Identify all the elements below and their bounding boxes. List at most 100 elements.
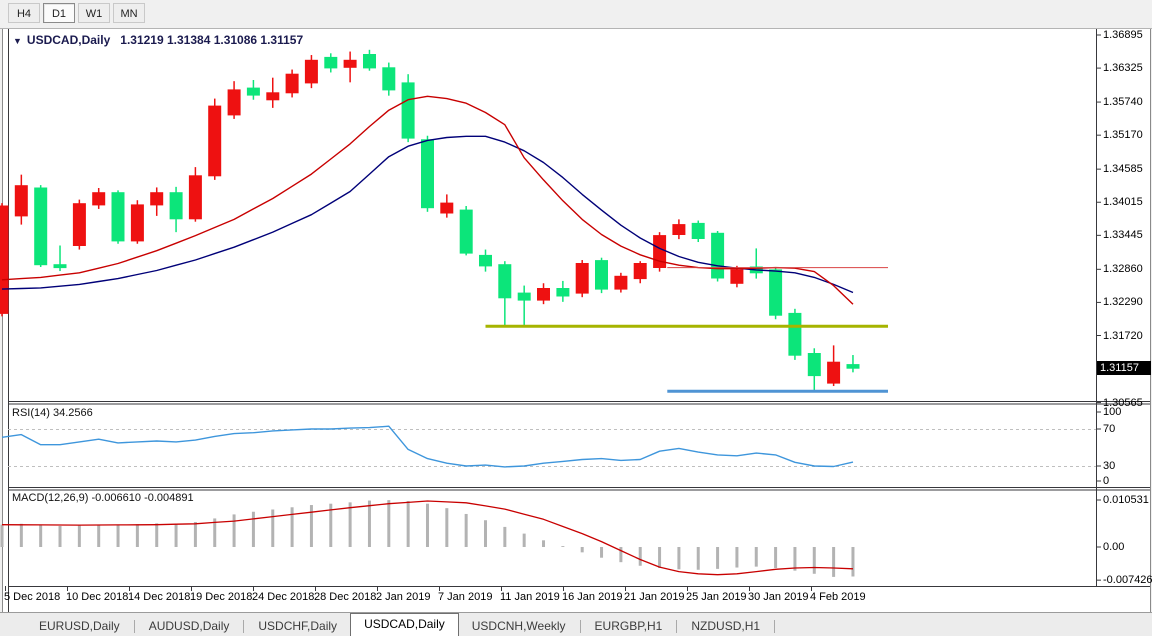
candle-body-bull [188,175,202,220]
current-price-badge: 1.31157 [1097,361,1151,376]
candle-body-bull [575,263,589,294]
tab-separator [133,620,135,633]
rsi-axis-label: 30 [1103,460,1116,472]
chart-tab-usdchf-daily[interactable]: USDCHF,Daily [258,619,338,633]
date-axis-label: 16 Jan 2019 [562,591,623,603]
candle-body-bear [324,56,338,69]
candle-body-bear [788,312,802,356]
candle-body-bull [672,224,686,236]
date-axis-label: 4 Feb 2019 [810,591,866,603]
date-axis-label: 28 Dec 2018 [314,591,377,603]
candle-body-bear [363,54,376,69]
chart-tab-usdcnh-weekly[interactable]: USDCNH,Weekly [471,619,566,633]
price-axis-label: 1.32290 [1103,296,1143,309]
tab-separator [676,620,678,633]
price-axis-label: 1.31720 [1103,329,1143,342]
date-axis-label: 25 Jan 2019 [686,591,747,603]
triangle-down-icon[interactable]: ▼ [13,36,22,46]
price-axis-label: 1.34015 [1103,196,1143,209]
candle-body-bear [53,264,67,269]
chart-tab-eurgbp-h1[interactable]: EURGBP,H1 [594,619,663,633]
date-axis-label: 5 Dec 2018 [4,591,61,603]
candle-body-bull [130,204,144,242]
price-axis-label: 1.32860 [1103,263,1143,276]
timeframe-button-w1[interactable]: W1 [78,3,110,23]
candle-body-bull [633,263,647,280]
candle-body-bull [266,92,280,101]
candle-body-bear [382,67,396,91]
timeframe-toolbar: H4 D1 W1 MN [0,0,1152,29]
candle-body-bull [0,205,9,314]
macd-axis-label: 0.00 [1103,541,1125,553]
rsi-line [1,425,854,468]
chart-tabs: EURUSD,Daily AUDUSD,Daily USDCHF,Daily USDC… [0,613,1152,636]
candle-body-bear [517,292,531,301]
date-axis-label: 24 Dec 2018 [252,591,315,603]
candle-body-bear [556,288,570,297]
candle-body-bear [246,87,260,96]
chart-tab-usdcad-daily[interactable]: USDCAD,Daily [350,613,459,636]
chart-symbol-label: USDCAD,Daily [26,33,111,47]
chart-tabs-bar: EURUSD,Daily AUDUSD,Daily USDCHF,Daily USDC… [0,612,1152,636]
chart-background [2,28,1150,612]
candle-body-bear [111,192,125,242]
macd-label: MACD(12,26,9) -0.006610 -0.004891 [12,492,194,504]
candle-body-bull [14,185,28,217]
candle-body-bull [343,59,357,68]
date-axis-label: 19 Dec 2018 [190,591,253,603]
macd-axis-label: 0.010531 [1103,493,1149,506]
rsi-label: RSI(14) 34.2566 [12,407,93,419]
price-axis-label: 1.30565 [1103,396,1143,409]
candle-body-bear [169,192,183,220]
tab-separator [774,620,776,633]
candle-body-bull [827,361,841,384]
date-axis-label: 2 Jan 2019 [376,591,431,603]
candle-body-bear [769,269,783,316]
date-axis-label: 7 Jan 2019 [438,591,493,603]
candle-body-bear [691,222,705,239]
date-axis-label: 30 Jan 2019 [748,591,809,603]
timeframe-button-h4[interactable]: H4 [8,3,40,23]
candle-body-bull [304,59,318,84]
rsi-axis-label: 0 [1103,475,1110,487]
chart-title: ▼ USDCAD,Daily 1.31219 1.31384 1.31086 1.3… [13,33,303,47]
macd-signal-line [1,500,854,576]
candle-body-bull [72,203,86,246]
candle-body-bear [401,82,415,139]
candle-body-bull [537,288,550,301]
tab-separator [579,620,581,633]
chart-quote-values: 1.31219 1.31384 1.31086 1.31157 [120,33,304,47]
candle-body-bear [595,260,608,290]
candle-body-bull [285,73,299,94]
price-axis-label: 1.35740 [1103,96,1143,109]
candle-body-bear [421,139,434,209]
price-axis-label: 1.34585 [1103,163,1143,176]
price-axis-label: 1.36325 [1103,62,1143,75]
macd-axis-label: -0.007426 [1103,574,1152,587]
date-axis-label: 11 Jan 2019 [500,591,560,603]
candle-body-bear [498,264,512,299]
candle-body-bull [614,275,628,290]
date-axis-label: 10 Dec 2018 [66,591,129,603]
chart-tab-nzdusd-h1[interactable]: NZDUSD,H1 [691,619,761,633]
timeframe-button-mn[interactable]: MN [113,3,145,23]
price-axis-label: 1.35170 [1103,129,1143,142]
timeframe-button-d1[interactable]: D1 [43,3,75,23]
rsi-axis-label: 70 [1103,423,1116,435]
candle-body-bull [730,269,744,284]
date-axis-label: 21 Jan 2019 [624,591,685,603]
tab-separator [243,620,245,633]
candle-body-bear [807,353,821,377]
candle-body-bull [150,192,164,206]
candle-body-bear [479,254,492,267]
candle-body-bull [92,192,106,206]
chart-tab-audusd-daily[interactable]: AUDUSD,Daily [148,619,230,633]
candle-body-bear [34,187,48,266]
chart-tab-eurusd-daily[interactable]: EURUSD,Daily [39,619,120,633]
candle-body-bear [846,364,860,369]
candle-body-bear [459,209,473,254]
candle-body-bull [440,202,454,214]
candle-body-bull [227,89,241,116]
timeframe-buttons: H4 D1 W1 MN [0,0,1152,23]
